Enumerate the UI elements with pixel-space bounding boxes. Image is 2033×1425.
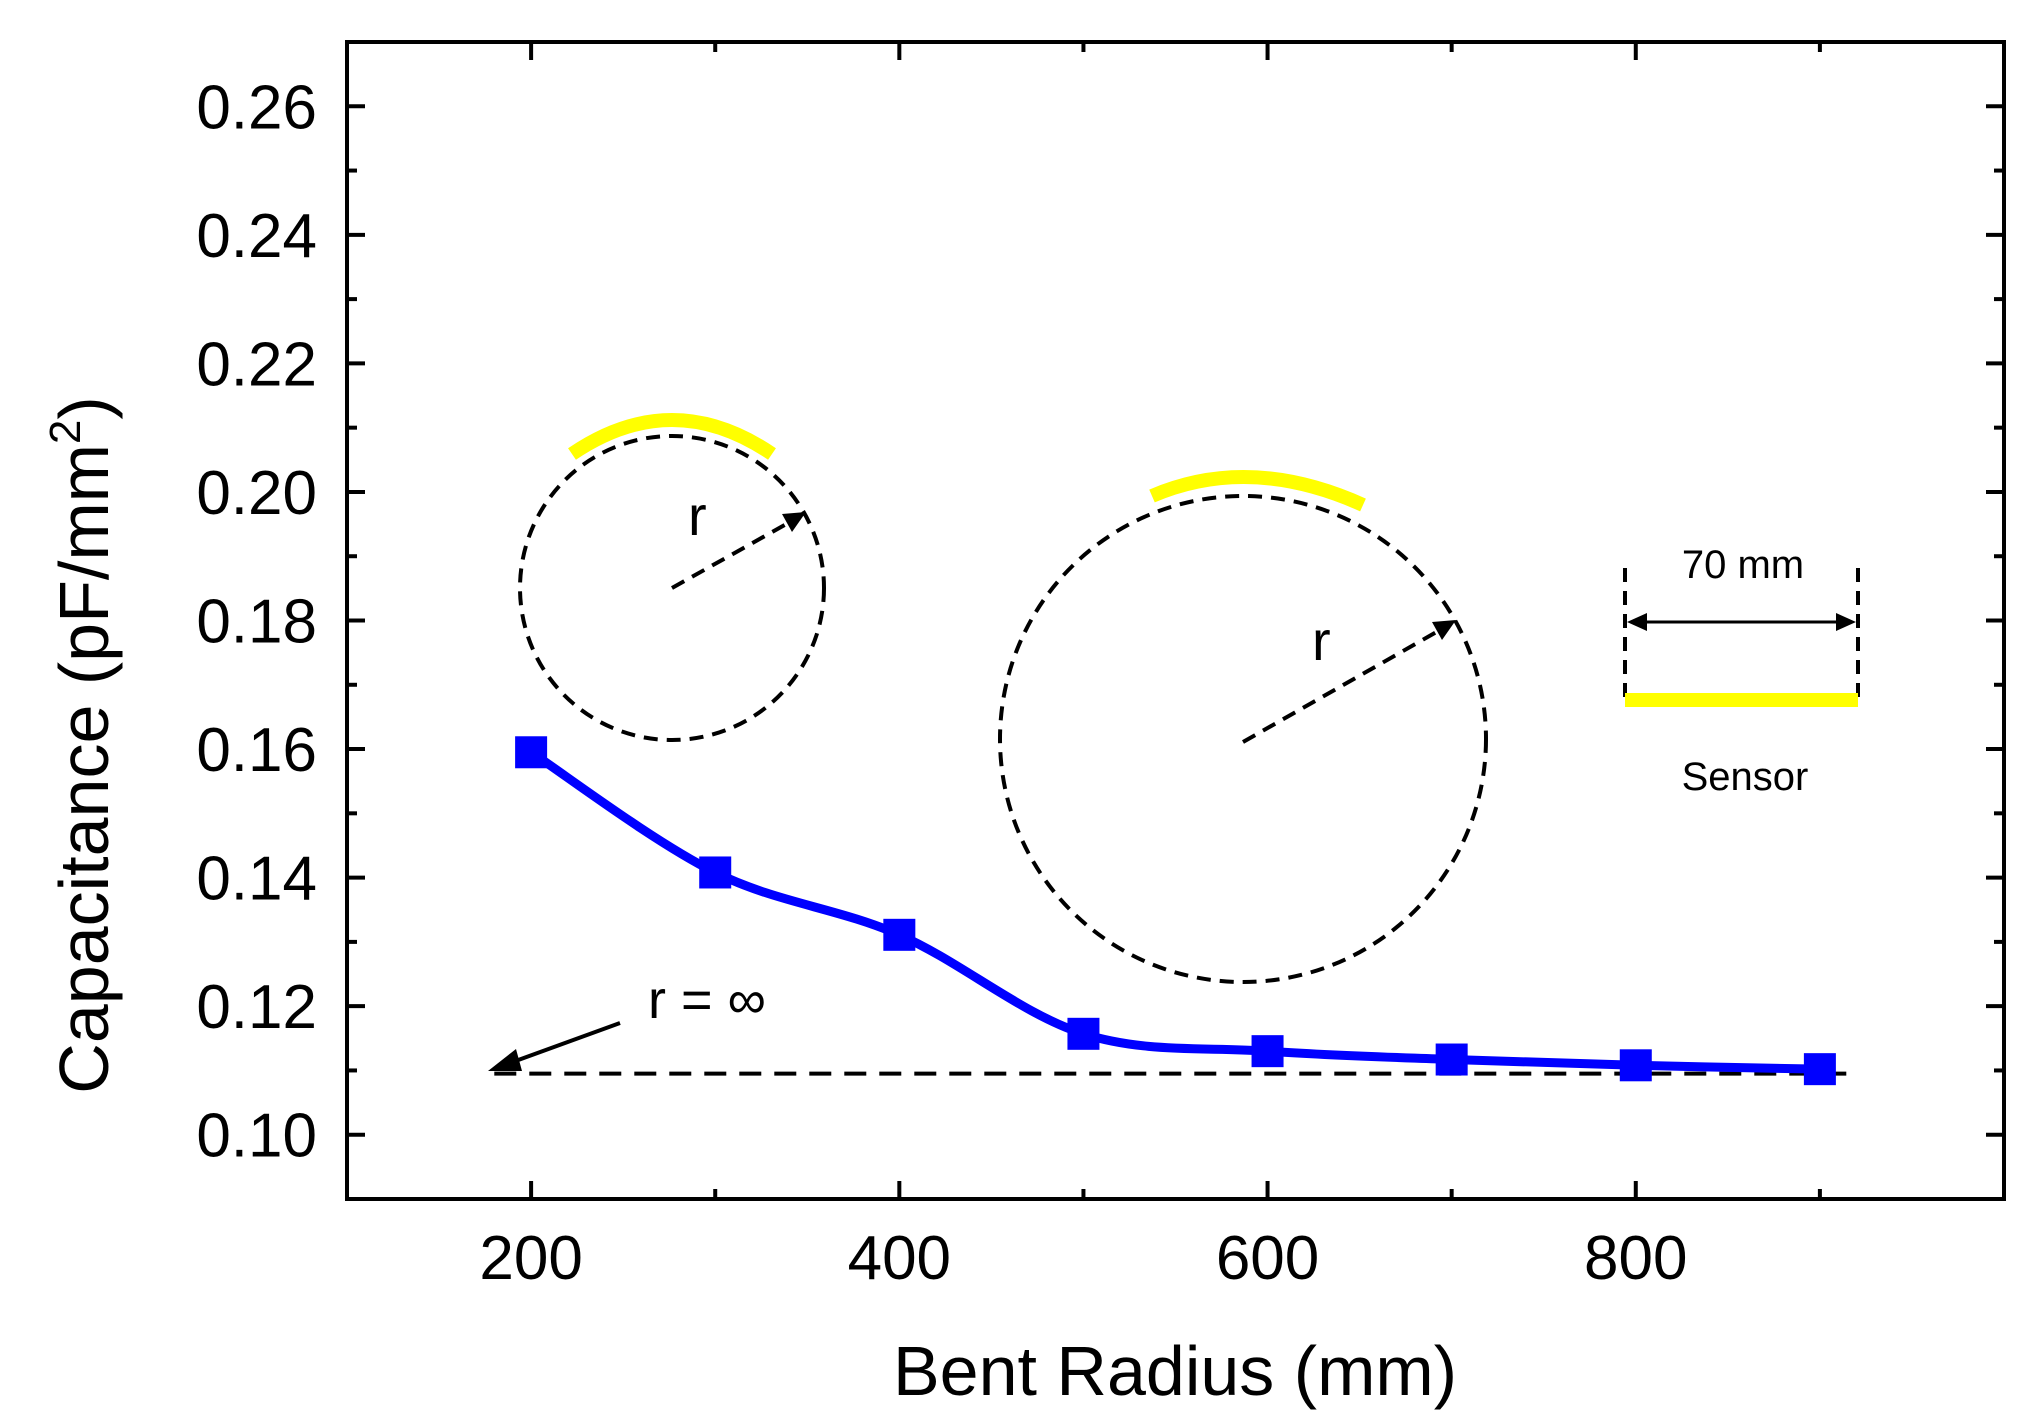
y-tick-label: 0.16	[196, 716, 317, 785]
small-radius-label: r	[688, 484, 707, 547]
large-radius-arrowhead	[1432, 620, 1456, 640]
y-tick-label: 0.10	[196, 1102, 317, 1171]
small-sensor-arc	[568, 413, 776, 460]
large-sensor-arc	[1149, 470, 1366, 512]
x-tick-label: 600	[1216, 1224, 1319, 1293]
sensor-label: Sensor	[1682, 755, 1809, 799]
y-axis-title-close: )	[45, 396, 123, 419]
y-tick-label: 0.24	[196, 202, 317, 271]
x-tick-label: 800	[1584, 1224, 1687, 1293]
y-axis-title-sup: 2	[41, 420, 90, 444]
y-tick-label: 0.20	[196, 459, 317, 528]
data-point-marker	[1067, 1017, 1100, 1050]
data-point-marker	[699, 856, 732, 889]
inset-large-circle-diagram: r	[998, 470, 1488, 984]
large-radius-arrow	[1242, 628, 1441, 744]
small-radius-arrowhead	[782, 512, 806, 532]
axis-ticks: 200 400 600 800 0.10 0.12 0.14 0.16 0.18 0.20 0.22…	[196, 42, 2004, 1293]
small-circle	[518, 434, 826, 742]
y-tick-label: 0.26	[196, 73, 317, 142]
series-markers	[515, 736, 1836, 1086]
data-point-marker	[515, 736, 548, 769]
reference-arrow	[488, 1021, 621, 1071]
large-circle	[998, 494, 1488, 984]
x-tick-label: 400	[848, 1224, 951, 1293]
y-axis-title-main: Capacitance (pF/mm	[45, 444, 123, 1094]
y-tick-label: 0.22	[196, 330, 317, 399]
data-point-marker	[1619, 1049, 1652, 1082]
sensor-width-label: 70 mm	[1682, 543, 1804, 587]
data-point-marker	[883, 918, 916, 951]
x-axis-title: Bent Radius (mm)	[893, 1332, 1457, 1410]
data-point-marker	[1435, 1043, 1468, 1076]
large-radius-label: r	[1312, 609, 1331, 672]
inset-small-circle-diagram: r	[518, 413, 826, 742]
y-tick-label: 0.14	[196, 845, 317, 914]
inset-flat-sensor-diagram: 70 mm Sensor	[1623, 543, 1860, 799]
sensor-width-arrowhead-left	[1627, 613, 1647, 631]
y-axis-title: Capacitance (pF/mm2)	[41, 396, 123, 1093]
data-point-marker	[1251, 1035, 1284, 1068]
sensor-width-arrowhead-right	[1836, 613, 1856, 631]
data-point-marker	[1803, 1053, 1836, 1086]
x-tick-label: 200	[479, 1224, 582, 1293]
reference-label: r = ∞	[648, 970, 766, 1030]
y-tick-label: 0.18	[196, 588, 317, 657]
y-tick-label: 0.12	[196, 973, 317, 1042]
